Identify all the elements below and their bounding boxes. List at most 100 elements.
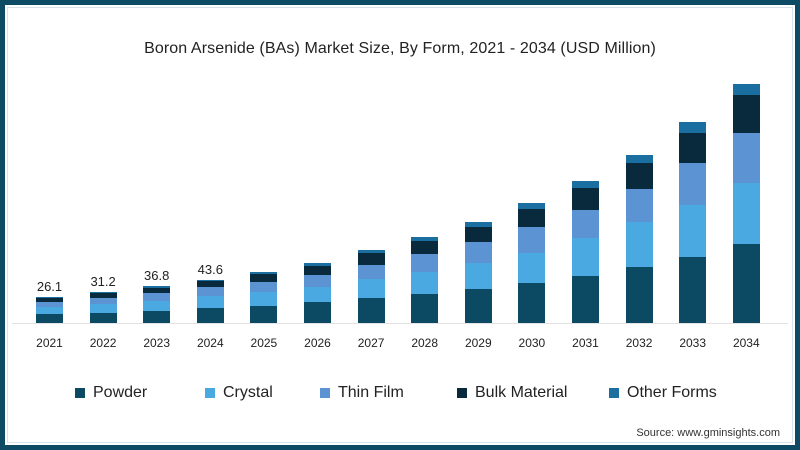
chart-title: Boron Arsenide (BAs) Market Size, By For… bbox=[144, 40, 656, 57]
bar-segment-powder bbox=[518, 283, 546, 323]
bar-segment-other-forms bbox=[411, 237, 439, 242]
bar-segment-other-forms bbox=[572, 180, 599, 188]
bar-segment-crystal bbox=[464, 263, 492, 290]
bar-segment-other-forms bbox=[143, 286, 171, 288]
bar-2029 bbox=[464, 221, 492, 323]
bar-2022 bbox=[89, 291, 117, 323]
bar-segment-thin-film bbox=[89, 297, 117, 305]
bar-segment-crystal bbox=[304, 287, 331, 303]
x-tick-label: 2029 bbox=[464, 336, 492, 350]
bar-segment-thin-film bbox=[250, 281, 278, 293]
bar-2032 bbox=[625, 154, 653, 323]
bar-segment-crystal bbox=[250, 292, 278, 306]
legend-swatch-icon bbox=[457, 388, 467, 398]
bar-segment-bulk-material bbox=[196, 281, 224, 288]
bar-segment-crystal bbox=[143, 300, 171, 311]
bar-segment-powder bbox=[572, 276, 599, 323]
bar-segment-other-forms bbox=[89, 291, 117, 294]
bar-segment-crystal bbox=[36, 307, 63, 315]
legend-item-powder: Powder bbox=[75, 384, 147, 402]
bar-2024 bbox=[196, 279, 224, 323]
legend-item-other-forms: Other Forms bbox=[609, 384, 717, 402]
bar-2034 bbox=[732, 84, 760, 323]
bar-segment-bulk-material bbox=[625, 162, 653, 189]
bar-segment-powder bbox=[89, 312, 117, 323]
bar-segment-other-forms bbox=[732, 84, 760, 96]
legend-swatch-icon bbox=[609, 388, 619, 398]
bar-2025 bbox=[250, 272, 278, 323]
x-tick-label: 2030 bbox=[518, 336, 546, 350]
bar-segment-other-forms bbox=[357, 250, 385, 254]
bar-2023 bbox=[143, 286, 171, 323]
bar-segment-crystal bbox=[196, 296, 224, 309]
bar-segment-thin-film bbox=[518, 227, 546, 254]
bar-segment-thin-film bbox=[625, 188, 653, 222]
bar-segment-bulk-material bbox=[679, 132, 707, 163]
bar-2030 bbox=[518, 202, 546, 323]
bar-segment-bulk-material bbox=[732, 95, 760, 133]
bar-segment-bulk-material bbox=[572, 187, 599, 210]
chart-inner-border bbox=[7, 7, 793, 443]
bar-segment-bulk-material bbox=[250, 274, 278, 282]
bar-segment-powder bbox=[732, 244, 760, 323]
bar-segment-thin-film bbox=[411, 254, 439, 273]
bar-segment-other-forms bbox=[464, 221, 492, 227]
bar-segment-crystal bbox=[89, 304, 117, 313]
bar-segment-crystal bbox=[572, 238, 599, 277]
legend-label: Thin Film bbox=[338, 384, 404, 401]
bar-total-label: 26.1 bbox=[36, 279, 63, 295]
bar-segment-thin-film bbox=[143, 293, 171, 301]
bar-segment-thin-film bbox=[572, 209, 599, 239]
bar-segment-other-forms bbox=[250, 272, 278, 275]
bar-2033 bbox=[679, 122, 707, 323]
x-tick-label: 2034 bbox=[732, 336, 760, 350]
legend-item-crystal: Crystal bbox=[205, 384, 273, 402]
bar-segment-powder bbox=[143, 310, 171, 323]
legend-swatch-icon bbox=[75, 388, 85, 398]
bar-segment-thin-film bbox=[679, 162, 707, 205]
x-tick-label: 2022 bbox=[89, 336, 117, 350]
bar-segment-thin-film bbox=[304, 275, 331, 288]
bar-segment-bulk-material bbox=[304, 266, 331, 276]
x-tick-label: 2028 bbox=[411, 336, 439, 350]
bar-segment-thin-film bbox=[732, 132, 760, 183]
legend-swatch-icon bbox=[205, 388, 215, 398]
bar-total-label: 31.2 bbox=[90, 273, 116, 289]
bar-segment-bulk-material bbox=[357, 253, 385, 266]
bar-segment-powder bbox=[625, 267, 653, 323]
bar-segment-other-forms bbox=[518, 202, 546, 209]
bar-segment-powder bbox=[357, 298, 385, 323]
x-tick-label: 2024 bbox=[196, 336, 224, 350]
bar-segment-powder bbox=[304, 302, 331, 323]
x-tick-label: 2021 bbox=[36, 336, 63, 350]
bar-segment-other-forms bbox=[304, 263, 331, 267]
chart-legend: Powder Crystal Thin Film Bulk Material Other… bbox=[0, 384, 800, 404]
bar-total-label: 43.6 bbox=[197, 261, 223, 277]
bar-2021 bbox=[36, 297, 63, 323]
bar-segment-other-forms bbox=[36, 297, 63, 299]
bar-segment-crystal bbox=[518, 253, 546, 284]
legend-label: Powder bbox=[93, 384, 148, 401]
x-tick-label: 2026 bbox=[304, 336, 331, 350]
bar-segment-bulk-material bbox=[518, 208, 546, 228]
bar-segment-bulk-material bbox=[89, 293, 117, 298]
bar-segment-thin-film bbox=[36, 302, 63, 308]
legend-label: Bulk Material bbox=[475, 384, 568, 401]
bar-segment-thin-film bbox=[196, 287, 224, 297]
bar-total-label: 36.8 bbox=[144, 268, 170, 284]
x-tick-label: 2032 bbox=[625, 336, 653, 350]
bar-segment-other-forms bbox=[625, 154, 653, 163]
bar-segment-powder bbox=[196, 308, 224, 323]
bar-segment-crystal bbox=[625, 221, 653, 268]
legend-item-thin-film: Thin Film bbox=[320, 384, 404, 402]
bar-segment-bulk-material bbox=[143, 287, 171, 294]
bar-segment-bulk-material bbox=[411, 241, 439, 255]
bar-segment-other-forms bbox=[679, 122, 707, 133]
bar-segment-bulk-material bbox=[36, 298, 63, 303]
bar-segment-crystal bbox=[732, 182, 760, 245]
bar-segment-powder bbox=[250, 305, 278, 323]
legend-swatch-icon bbox=[320, 388, 330, 398]
bar-segment-thin-film bbox=[464, 242, 492, 264]
